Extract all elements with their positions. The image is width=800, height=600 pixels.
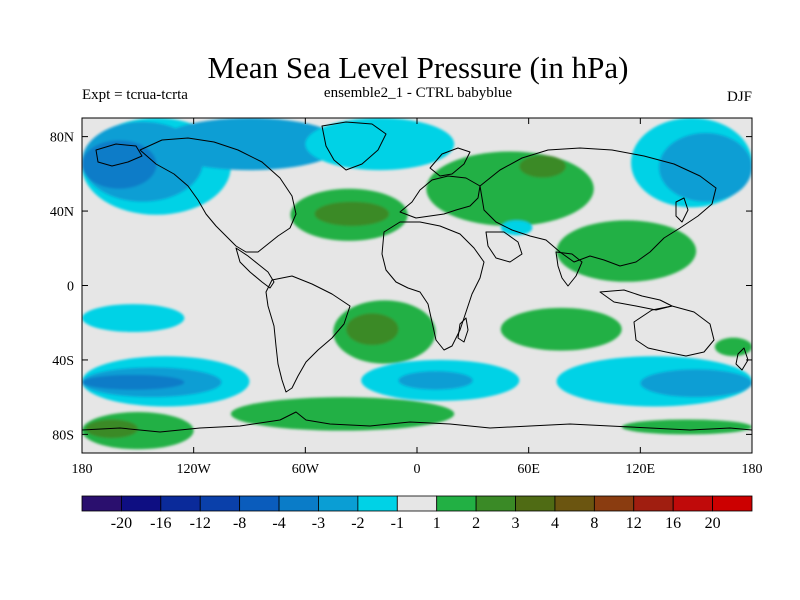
y-tick-label-4: 80S [52, 428, 74, 443]
anomaly-region-antarctic-atlantic-high [230, 397, 455, 431]
x-tick-label-6: 180 [742, 462, 763, 477]
colorbar-swatch-14 [633, 495, 674, 512]
y-tick-label-2: 0 [67, 280, 74, 295]
anomaly-region-southern-atlantic-low-mid [398, 371, 473, 390]
x-tick-label-5: 120E [626, 462, 656, 477]
colorbar-swatch-1 [121, 495, 162, 512]
colorbar-swatch-6 [318, 495, 359, 512]
coastline-south-america [265, 275, 351, 393]
colorbar-swatch-2 [160, 495, 201, 512]
x-tick-label-4: 60E [517, 462, 540, 477]
coastline-central-america [235, 247, 275, 289]
anomaly-region-tropical-pacific-low [82, 304, 185, 333]
colorbar-swatch-10 [475, 495, 516, 512]
coastlines [82, 121, 752, 433]
x-tick-label-0: 180 [72, 462, 93, 477]
coastline-north-america [139, 137, 297, 253]
coastline-new-zealand [735, 347, 749, 371]
anomaly-region-south-asia-high [556, 220, 697, 282]
colorbar-swatch-4 [239, 495, 280, 512]
y-tick-label-0: 80N [50, 131, 74, 146]
colorbar-label-1: -16 [150, 515, 171, 532]
anomaly-region-antarctic-indian-high [621, 419, 752, 435]
colorbar-swatch-7 [357, 495, 398, 512]
coastline-scandinavia [429, 147, 471, 177]
subtitle-right: DJF [727, 89, 752, 105]
anomaly-region-southern-indian-low-mid [640, 369, 752, 398]
colorbar-label-6: -2 [351, 515, 364, 532]
coastline-alaska [95, 143, 143, 167]
colorbar-label-4: -4 [272, 515, 285, 532]
coastline-europe [399, 175, 481, 219]
chart-title: Mean Sea Level Pressure (in hPa) [208, 50, 629, 85]
coastline-australia [633, 305, 715, 357]
y-tick-label-1: 40N [50, 205, 74, 220]
anomaly-layer [82, 118, 752, 450]
x-tick-label-1: 120W [177, 462, 212, 477]
colorbar-swatch-9 [436, 495, 477, 512]
anomaly-region-north-atlantic-high-core [314, 201, 390, 226]
y-tick-label-3: 40S [52, 354, 74, 369]
colorbar-label-5: -3 [312, 515, 325, 532]
colorbar-label-2: -12 [190, 515, 211, 532]
colorbar: -20 -16 -12 -8 -4 -3 -2 -1 1 2 3 4 8 12 16 20 [81, 495, 753, 532]
colorbar-swatch-8 [396, 495, 438, 512]
plot-area [82, 118, 752, 453]
colorbar-swatch-5 [278, 495, 319, 512]
colorbar-label-15: 20 [705, 515, 721, 532]
anomaly-region-south-indian-high [500, 307, 622, 351]
anomaly-region-eurasia-high [426, 151, 594, 226]
colorbar-label-13: 12 [626, 515, 642, 532]
anomaly-region-arctic-atlantic-low [305, 118, 455, 171]
axes: 180 120W 60W 0 60E 120E 180 80N 40N 0 40S 80S [50, 118, 763, 477]
coastline-asia [479, 147, 717, 267]
colorbar-label-8: 1 [433, 515, 441, 532]
x-tick-label-2: 60W [292, 462, 320, 477]
colorbar-label-11: 4 [551, 515, 559, 532]
colorbar-label-14: 16 [665, 515, 681, 532]
coastline-arabia [485, 231, 523, 263]
colorbar-label-12: 8 [590, 515, 598, 532]
anomaly-region-middle-east-low [500, 220, 533, 236]
anomaly-region-north-pacific-west-mid [658, 132, 752, 202]
colorbar-swatch-16 [712, 495, 753, 512]
coastline-greenland [321, 121, 387, 171]
colorbar-label-3: -8 [233, 515, 246, 532]
colorbar-label-9: 2 [472, 515, 480, 532]
coastline-madagascar [457, 317, 469, 343]
subtitle-left: Expt = tcrua-tcrta [82, 87, 188, 103]
colorbar-swatch-13 [593, 495, 635, 512]
anomaly-region-south-atlantic-high-core [346, 313, 399, 346]
coastline-antarctica [82, 411, 752, 433]
subtitle-center: ensemble2_1 - CTRL babyblue [324, 85, 512, 101]
colorbar-swatch-0 [81, 495, 122, 512]
colorbar-swatch-3 [199, 495, 241, 512]
colorbar-label-0: -20 [111, 515, 132, 532]
anomaly-region-tasman-high [714, 337, 752, 357]
coastline-africa [381, 221, 485, 351]
anomaly-region-eurasia-high-core [519, 155, 566, 178]
x-tick-label-3: 0 [414, 462, 421, 477]
colorbar-swatch-12 [554, 495, 595, 512]
anomaly-region-arctic-canada-low [156, 118, 343, 171]
coastline-india [555, 251, 583, 287]
colorbar-label-10: 3 [512, 515, 520, 532]
colorbar-label-7: -1 [391, 515, 404, 532]
colorbar-swatch-15 [672, 495, 713, 512]
coastline-japan [675, 197, 689, 223]
colorbar-swatch-11 [515, 495, 556, 512]
anomaly-region-southern-pacific-low-core [82, 374, 185, 390]
